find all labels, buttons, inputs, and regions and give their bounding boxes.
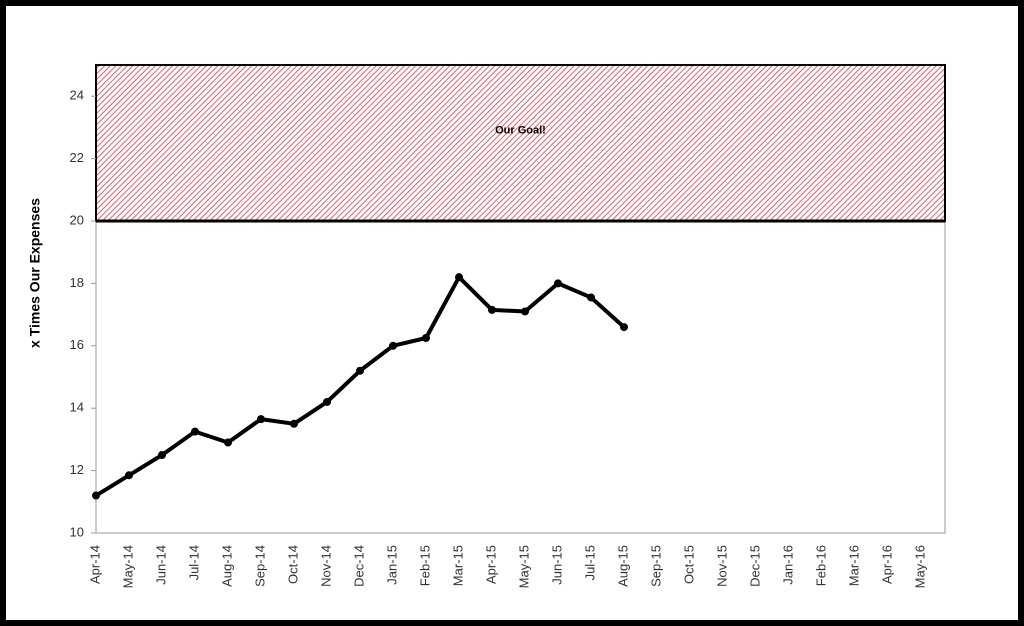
x-tick-label: Jul-15 — [582, 545, 597, 580]
x-tick-label: Jan-16 — [780, 545, 795, 585]
x-tick-label: Feb-16 — [813, 545, 828, 586]
x-tick-label: Nov-15 — [714, 545, 729, 587]
x-tick-label: Mar-15 — [450, 545, 465, 586]
point — [587, 293, 595, 302]
point — [554, 279, 562, 288]
point — [92, 491, 100, 500]
point — [125, 471, 133, 480]
point — [455, 273, 463, 282]
x-tick-label: Jun-14 — [153, 545, 168, 585]
x-tick-label: Dec-15 — [747, 545, 762, 587]
x-tick-label: Apr-14 — [87, 545, 102, 584]
point — [290, 419, 298, 428]
x-tick-label: Dec-14 — [351, 545, 366, 587]
annotation: Our Goal! — [495, 124, 546, 136]
x-tick-label: Jul-14 — [186, 545, 201, 580]
y-tick-label: 18 — [70, 275, 84, 290]
point — [620, 323, 628, 332]
line — [94, 275, 626, 498]
x-tick-label: Aug-15 — [615, 545, 630, 587]
y-tick-label: 10 — [70, 524, 84, 539]
x-tick-label: May-16 — [912, 545, 927, 588]
x-tick-label: Jun-15 — [549, 545, 564, 585]
point — [488, 305, 496, 314]
x-tick-label: Jan-15 — [384, 545, 399, 585]
point — [389, 341, 397, 350]
goal-band — [95, 64, 946, 222]
x-tick-label: Sep-14 — [252, 545, 267, 587]
x-tick-label: Apr-15 — [483, 545, 498, 584]
y-tick-label: 16 — [70, 337, 84, 352]
x-tick-label: Sep-15 — [648, 545, 663, 587]
x-tick-label: Oct-14 — [285, 545, 300, 584]
y-tick-label: 22 — [70, 150, 84, 165]
point — [356, 366, 364, 375]
y-tick-label: 24 — [70, 88, 84, 103]
x-tick-label: Feb-15 — [417, 545, 432, 586]
point — [158, 451, 166, 459]
x-tick-label: Nov-14 — [318, 545, 333, 587]
x-tick-label: May-15 — [516, 545, 531, 588]
x-tick-label: Aug-14 — [219, 545, 234, 587]
x-tick-label: Mar-16 — [846, 545, 861, 586]
point — [191, 427, 199, 436]
point — [521, 307, 529, 316]
x-tick-label: Apr-16 — [879, 545, 894, 584]
x-tick-label: Oct-15 — [681, 545, 696, 584]
point — [323, 397, 331, 406]
y-tick-label: 14 — [70, 400, 84, 415]
point — [257, 415, 265, 424]
y-tick-label: 20 — [70, 212, 84, 227]
y-axis-label: x Times Our Expenses — [27, 198, 43, 348]
point — [422, 334, 430, 342]
point — [224, 438, 232, 447]
y-tick-label: 12 — [70, 462, 84, 477]
x-tick-label: May-14 — [120, 545, 135, 588]
